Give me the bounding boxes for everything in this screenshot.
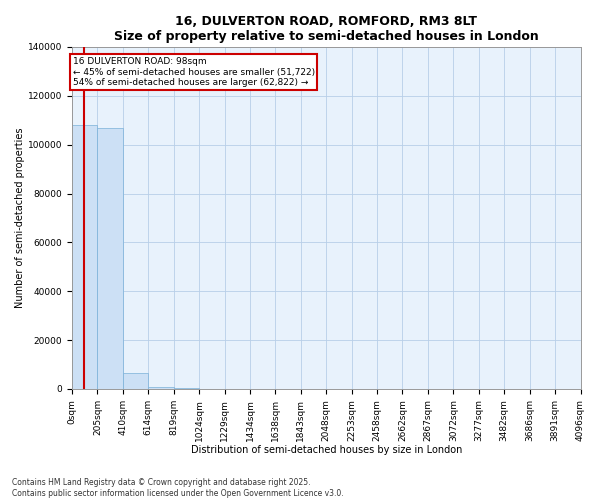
Bar xyxy=(123,373,148,389)
X-axis label: Distribution of semi-detached houses by size in London: Distribution of semi-detached houses by … xyxy=(191,445,462,455)
Bar xyxy=(148,387,173,389)
Text: 16 DULVERTON ROAD: 98sqm
← 45% of semi-detached houses are smaller (51,722)
54% : 16 DULVERTON ROAD: 98sqm ← 45% of semi-d… xyxy=(73,57,315,87)
Bar xyxy=(173,388,199,389)
Bar xyxy=(72,125,97,389)
Bar xyxy=(97,128,123,389)
Text: Contains HM Land Registry data © Crown copyright and database right 2025.
Contai: Contains HM Land Registry data © Crown c… xyxy=(12,478,344,498)
Y-axis label: Number of semi-detached properties: Number of semi-detached properties xyxy=(15,128,25,308)
Title: 16, DULVERTON ROAD, ROMFORD, RM3 8LT
Size of property relative to semi-detached : 16, DULVERTON ROAD, ROMFORD, RM3 8LT Siz… xyxy=(114,15,539,43)
